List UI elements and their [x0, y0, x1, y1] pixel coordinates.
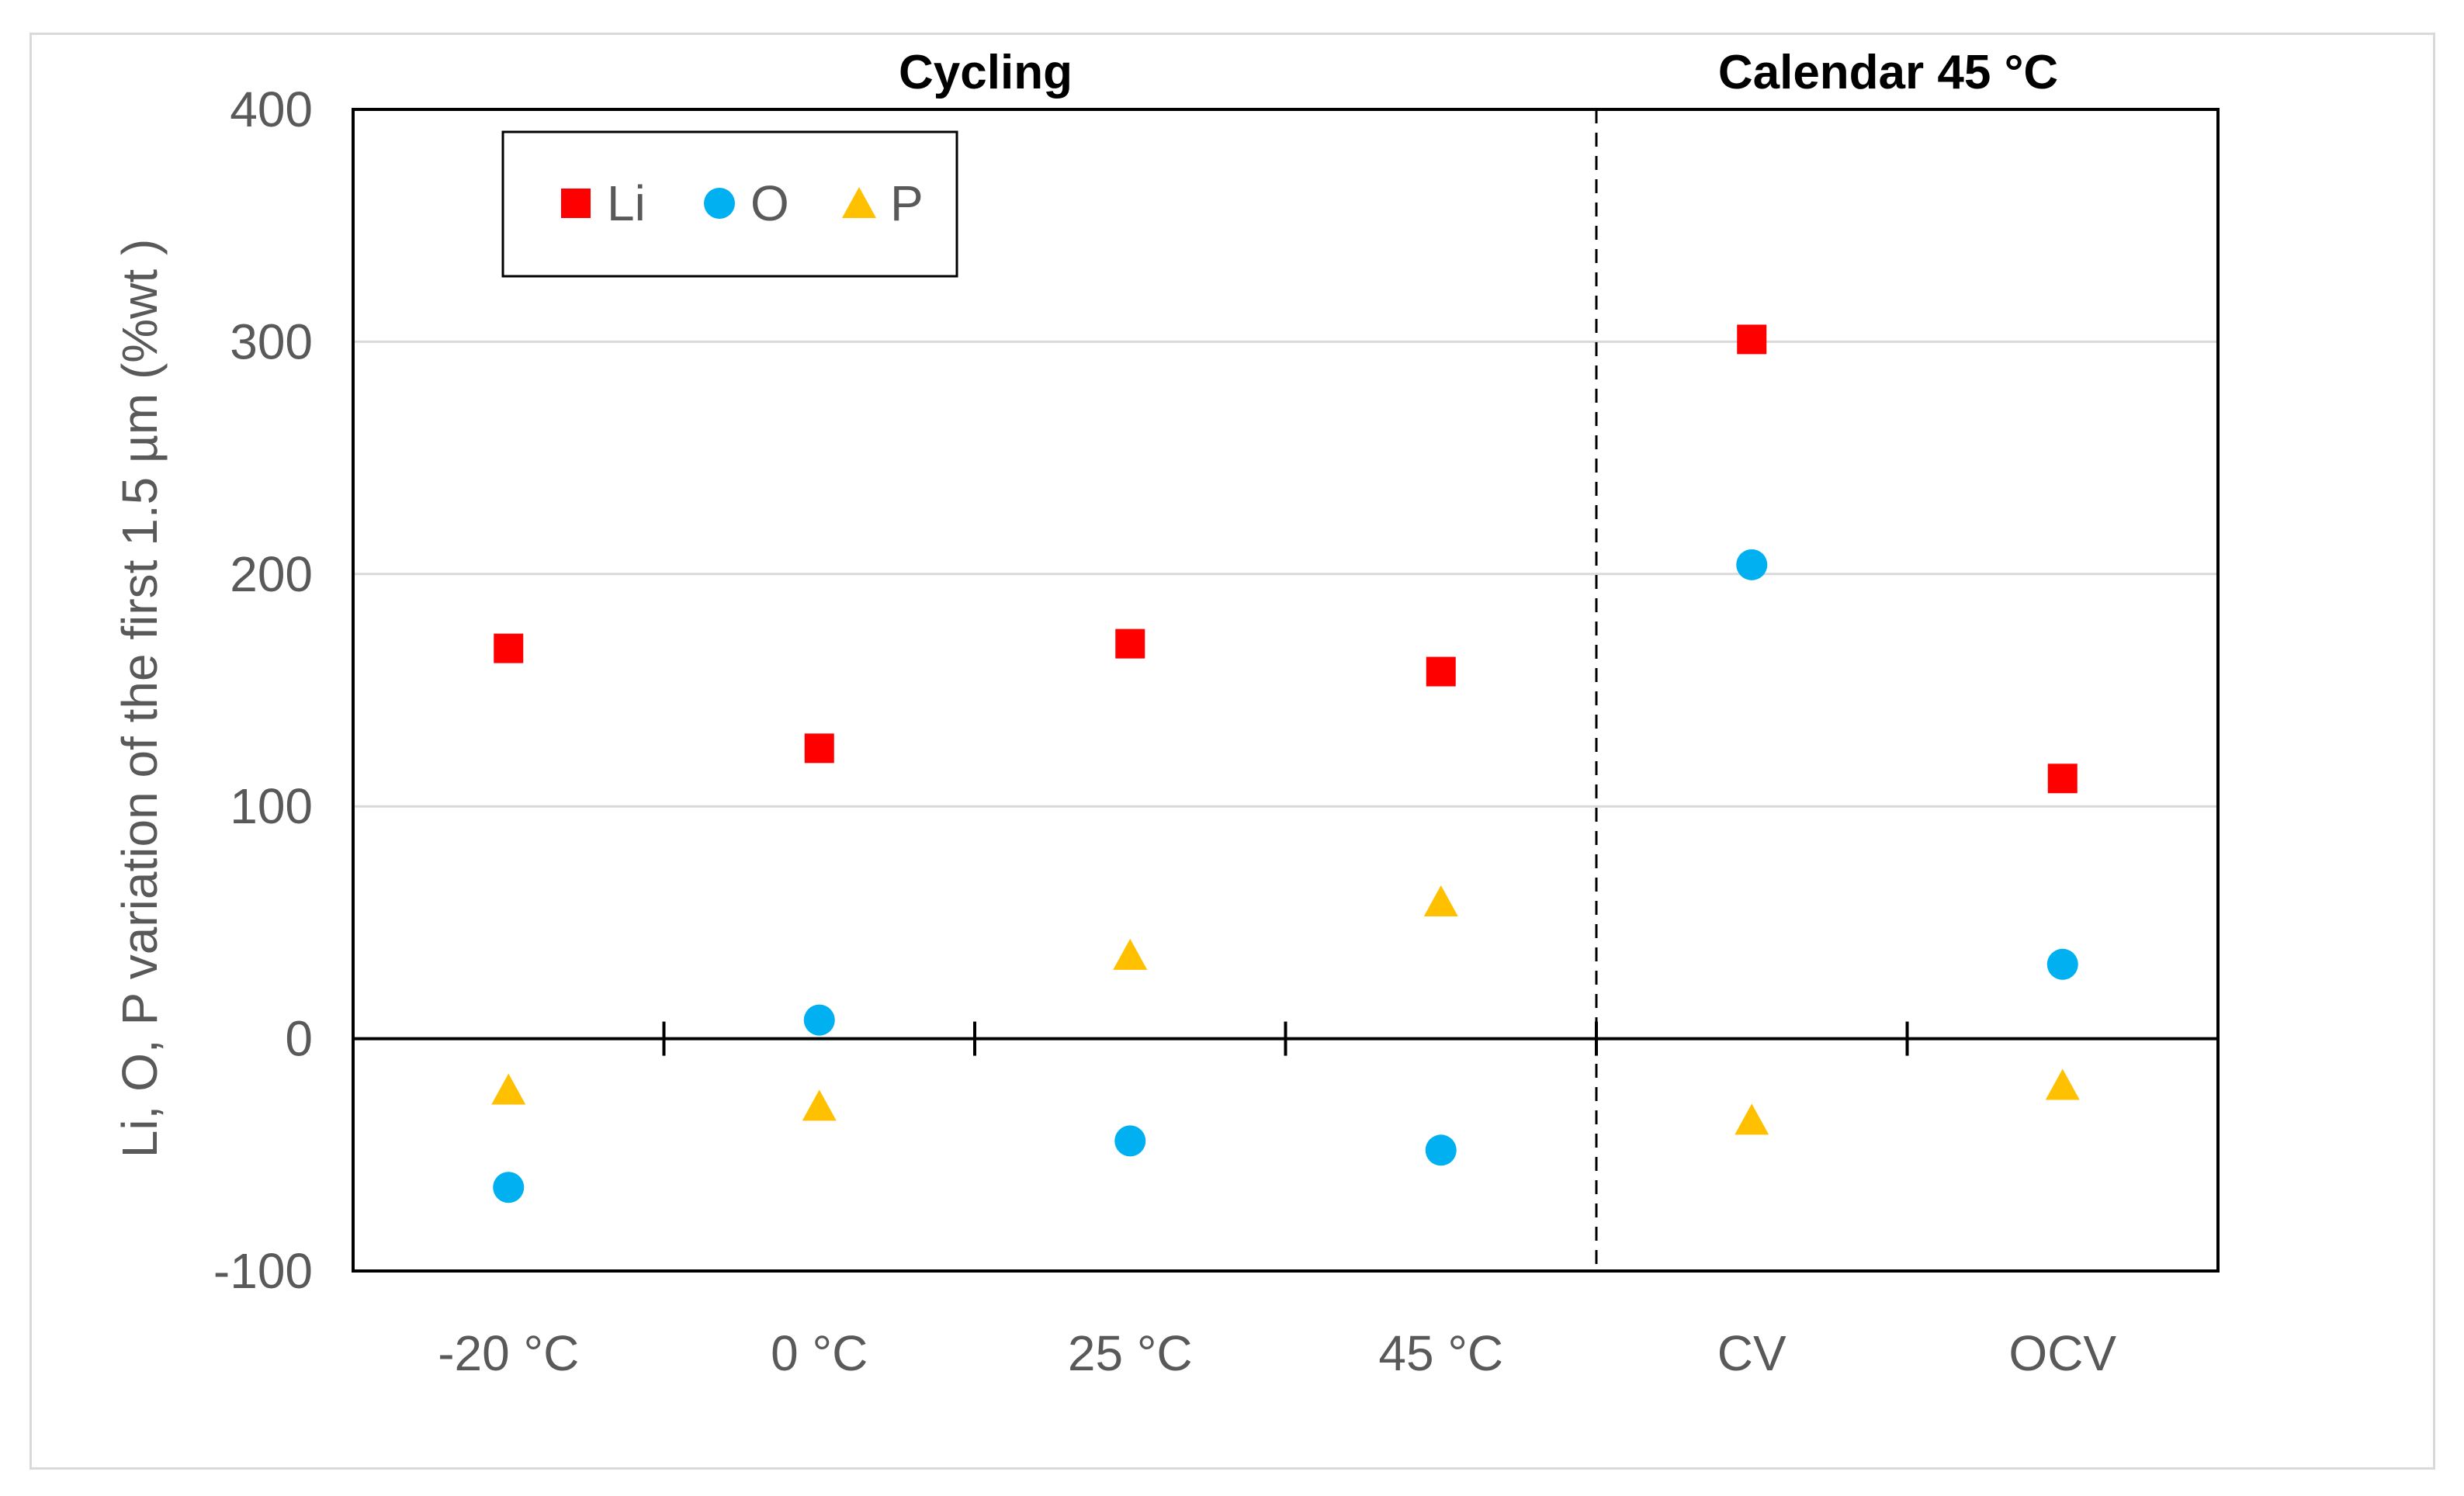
y-tick-label: 0 [285, 1011, 313, 1067]
data-point-li [1737, 324, 1767, 355]
y-tick-label: -100 [213, 1243, 313, 1299]
y-axis-title: Li, O, P variation of the first 1.5 µm (… [112, 239, 168, 1158]
legend-marker-o [704, 188, 735, 219]
data-point-li [494, 633, 524, 663]
data-point-o [1425, 1134, 1457, 1166]
x-tick-labels: -20 °C 0 °C 25 °C 45 °C CV OCV [438, 1325, 2116, 1381]
y-tick-labels: 400 300 200 100 0 -100 [213, 81, 313, 1299]
data-point-p [1423, 885, 1458, 916]
gridlines [353, 340, 2218, 808]
legend-items: Li O P [561, 175, 924, 231]
x-tick-label: OCV [2008, 1325, 2116, 1381]
x-tick-label: 45 °C [1378, 1325, 1503, 1381]
data-markers [491, 324, 2080, 1203]
y-tick-label: 200 [230, 546, 313, 602]
category-ticks [662, 1021, 1909, 1056]
y-tick-label: 300 [230, 313, 313, 369]
legend-label-li: Li [607, 175, 646, 231]
legend-label-o: O [750, 175, 789, 231]
plot-frame [352, 108, 2220, 1273]
data-point-o [803, 1004, 835, 1036]
x-tick-label: 25 °C [1068, 1325, 1193, 1381]
data-point-o [1114, 1125, 1146, 1157]
data-point-li [804, 733, 834, 764]
x-tick-label: 0 °C [771, 1325, 868, 1381]
y-tick-label: 400 [230, 81, 313, 137]
x-tick-label: CV [1717, 1325, 1786, 1381]
data-point-li [1426, 656, 1456, 687]
group-title-cycling: Cycling [899, 46, 1073, 99]
data-point-li [1115, 629, 1145, 659]
legend: Li O P [501, 130, 958, 278]
data-point-o [1736, 549, 1768, 580]
x-tick-label: -20 °C [438, 1325, 579, 1381]
y-tick-label: 100 [230, 778, 313, 834]
data-point-li [2047, 764, 2078, 794]
data-point-p [1735, 1103, 1769, 1135]
legend-marker-p [842, 187, 876, 218]
chart-area [29, 33, 2435, 1470]
group-title-calendar: Calendar 45 °C [1718, 46, 2058, 99]
data-point-p [2045, 1068, 2080, 1100]
data-point-o [493, 1172, 525, 1203]
legend-label-p: P [890, 175, 924, 231]
data-point-p [491, 1073, 526, 1105]
legend-marker-li [561, 189, 591, 218]
data-point-p [802, 1089, 837, 1121]
data-point-o [2046, 948, 2078, 980]
data-point-p [1113, 938, 1148, 970]
